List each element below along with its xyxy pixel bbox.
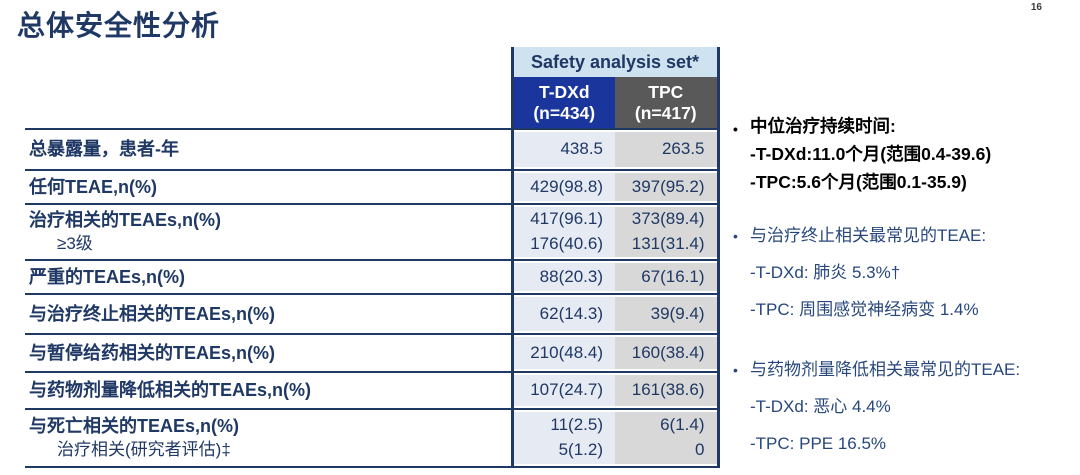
arm-name: TPC (648, 81, 684, 102)
row-label-main: 治疗相关的TEAEs,n(%) (29, 210, 222, 231)
note-teae-discontinuation: • 与治疗终止相关最常见的TEAE: -T-DXd: 肺炎 5.3%† -TPC… (728, 224, 986, 321)
note-line: -TPC:5.6个月(范围0.1-35.9) (750, 172, 967, 192)
row-label: 总暴露量，患者-年 (25, 128, 512, 170)
tpc-value: 373(89.4) 131(31.4) (615, 203, 720, 260)
safety-analysis-set-header: Safety analysis set* (510, 47, 720, 77)
bullet-icon: • (733, 121, 738, 137)
value-subline: 5(1.2) (558, 440, 603, 459)
tdxd-value: 11(2.5) 5(1.2) (510, 408, 615, 468)
table-row: 治疗相关的TEAEs,n(%) ≥3级 417(96.1) 176(40.6) … (25, 203, 720, 260)
arm-n: (n=434) (533, 102, 596, 123)
arm-n: (n=417) (634, 102, 697, 123)
tpc-value: 6(1.4) 0 (615, 408, 720, 468)
table-header-arms-row: T-DXd (n=434) TPC (n=417) (25, 77, 720, 129)
note-line: -T-DXd: 肺炎 5.3%† (750, 263, 901, 282)
table-row: 总暴露量，患者-年 438.5 263.5 (25, 128, 720, 170)
note-teae-dose-reduction: • 与药物剂量降低相关最常见的TEAE: -T-DXd: 恶心 4.4% -TP… (728, 358, 1020, 455)
table-header-set-row: Safety analysis set* (25, 47, 720, 77)
row-label: 任何TEAE,n(%) (25, 169, 512, 204)
row-label: 与药物剂量降低相关的TEAEs,n(%) (25, 371, 512, 409)
header-spacer (25, 47, 512, 77)
table-row: 与死亡相关的TEAEs,n(%) 治疗相关(研究者评估)‡ 11(2.5) 5(… (25, 408, 720, 468)
arm-name: T-DXd (538, 81, 590, 102)
column-header-tpc: TPC (n=417) (615, 77, 720, 129)
tpc-value: 161(38.6) (615, 371, 720, 409)
note-line: -T-DXd:11.0个月(范围0.4-39.6) (750, 144, 992, 164)
row-label-sub: ≥3级 (57, 233, 93, 253)
tpc-value: 39(9.4) (615, 293, 720, 334)
value-line: 6(1.4) (660, 415, 705, 435)
tdxd-value: 210(48.4) (510, 333, 615, 372)
column-header-tdxd: T-DXd (n=434) (510, 77, 615, 129)
row-label: 严重的TEAEs,n(%) (25, 259, 512, 294)
tdxd-value: 88(20.3) (510, 259, 615, 294)
tdxd-value: 429(98.8) (510, 169, 615, 204)
bullet-icon: • (733, 362, 738, 378)
table-row: 与药物剂量降低相关的TEAEs,n(%) 107(24.7) 161(38.6) (25, 371, 720, 409)
value-line: 417(96.1) (530, 209, 603, 229)
note-heading: 与药物剂量降低相关最常见的TEAE: (750, 360, 1021, 379)
row-label: 与死亡相关的TEAEs,n(%) 治疗相关(研究者评估)‡ (25, 408, 512, 468)
tdxd-value: 438.5 (510, 128, 615, 170)
page-number: 16 (1030, 2, 1042, 13)
table-row: 任何TEAE,n(%) 429(98.8) 397(95.2) (25, 169, 720, 204)
table-row: 与治疗终止相关的TEAEs,n(%) 62(14.3) 39(9.4) (25, 293, 720, 334)
value-subline: 0 (695, 440, 705, 459)
tdxd-value: 107(24.7) (510, 371, 615, 409)
note-median-treatment-duration: • 中位治疗持续时间: -T-DXd:11.0个月(范围0.4-39.6) -T… (728, 112, 991, 196)
row-label: 与治疗终止相关的TEAEs,n(%) (25, 293, 512, 334)
row-label: 与暂停给药相关的TEAEs,n(%) (25, 333, 512, 372)
value-line: 373(89.4) (631, 209, 705, 229)
tpc-value: 67(16.1) (615, 259, 720, 294)
table-row: 与暂停给药相关的TEAEs,n(%) 210(48.4) 160(38.4) (25, 333, 720, 372)
row-label-main: 与死亡相关的TEAEs,n(%) (29, 416, 240, 437)
tpc-value: 397(95.2) (615, 169, 720, 204)
row-label-sub: 治疗相关(研究者评估)‡ (57, 439, 231, 459)
note-line: -TPC: 周围感觉神经病变 1.4% (750, 300, 979, 319)
note-line: -TPC: PPE 16.5% (750, 434, 887, 453)
header-spacer (25, 77, 512, 129)
tpc-value: 160(38.4) (615, 333, 720, 372)
table-row: 严重的TEAEs,n(%) 88(20.3) 67(16.1) (25, 259, 720, 294)
safety-table: Safety analysis set* T-DXd (n=434) TPC (… (25, 47, 720, 468)
row-label: 治疗相关的TEAEs,n(%) ≥3级 (25, 203, 512, 260)
page-title: 总体安全性分析 (17, 10, 221, 41)
tdxd-value: 62(14.3) (510, 293, 615, 334)
value-subline: 176(40.6) (530, 234, 603, 253)
note-line: -T-DXd: 恶心 4.4% (750, 397, 891, 416)
note-heading: 与治疗终止相关最常见的TEAE: (750, 226, 987, 245)
tdxd-value: 417(96.1) 176(40.6) (510, 203, 615, 260)
tpc-value: 263.5 (615, 128, 720, 170)
value-subline: 131(31.4) (631, 234, 705, 253)
note-heading: 中位治疗持续时间: (750, 116, 896, 136)
value-line: 11(2.5) (550, 415, 603, 435)
bullet-icon: • (733, 228, 738, 244)
